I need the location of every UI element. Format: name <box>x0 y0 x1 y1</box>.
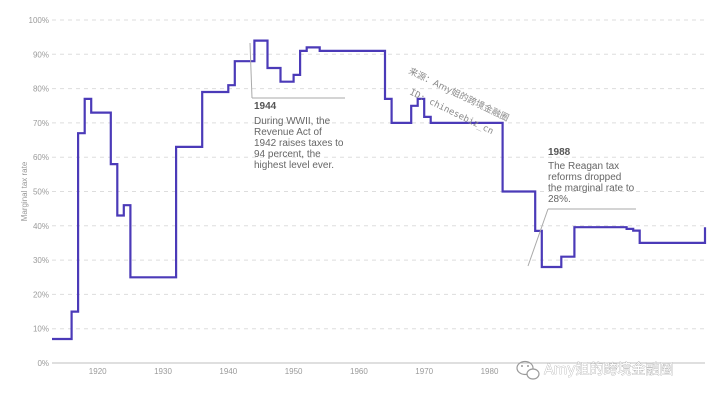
y-tick-label: 30% <box>33 256 49 265</box>
y-tick-label: 40% <box>33 222 49 231</box>
wechat-icon <box>516 360 540 380</box>
y-tick-label: 80% <box>33 85 49 94</box>
x-tick-label: 1950 <box>285 367 303 376</box>
x-tick-label: 1960 <box>350 367 368 376</box>
y-tick-label: 50% <box>33 188 49 197</box>
watermark-overlay: 来源：Amy姐的跨境金融圈 ID: chinesebiz_cn Amy姐的跨境金… <box>407 65 674 380</box>
annotation-1988-leader <box>527 208 549 267</box>
y-tick-label: 20% <box>33 290 49 299</box>
annotation-1988-line-1: The Reagan tax <box>548 161 619 172</box>
y-tick-label: 60% <box>33 153 49 162</box>
x-axis-ticks: 1920 1930 1940 1950 1960 1970 1980 <box>89 367 499 376</box>
x-tick-label: 1970 <box>415 367 433 376</box>
annotation-1944-leader <box>249 42 253 99</box>
x-tick-label: 1940 <box>219 367 237 376</box>
annotation-1944-line-1: During WWII, the <box>254 116 331 127</box>
grid-lines <box>52 19 705 364</box>
y-tick-label: 100% <box>29 16 49 25</box>
series-line-marginal-rate <box>52 39 707 341</box>
annotation-1988-line-4: 28%. <box>548 194 571 205</box>
x-tick-label: 1980 <box>481 367 499 376</box>
annotation-1944-line-4: 94 percent, the <box>254 149 321 160</box>
annotation-1944: 1944 During WWII, the Revenue Act of 194… <box>249 42 345 171</box>
y-tick-label: 10% <box>33 325 49 334</box>
watermark-bottom: Amy姐的跨境金融圈 <box>544 362 674 378</box>
annotation-1944-title: 1944 <box>254 101 277 112</box>
y-axis-ticks: 0% 10% 20% 30% 40% 50% 60% 70% 80% 90% 100% <box>29 16 49 368</box>
y-tick-label: 70% <box>33 119 49 128</box>
annotation-1944-line-2: Revenue Act of <box>254 127 322 138</box>
x-tick-label: 1930 <box>154 367 172 376</box>
annotation-1988: 1988 The Reagan tax reforms dropped the … <box>527 147 636 267</box>
y-axis-label: Marginal tax rate <box>20 161 29 221</box>
annotation-1944-line-5: highest level ever. <box>254 160 334 171</box>
x-tick-label: 1920 <box>89 367 107 376</box>
annotation-1944-line-3: 1942 raises taxes to <box>254 138 344 149</box>
annotation-1988-line-2: reforms dropped <box>548 172 621 183</box>
annotation-1988-title: 1988 <box>548 147 571 158</box>
annotation-1988-line-3: the marginal rate to <box>548 183 635 194</box>
y-tick-label: 90% <box>33 50 49 59</box>
y-tick-label: 0% <box>37 359 49 368</box>
